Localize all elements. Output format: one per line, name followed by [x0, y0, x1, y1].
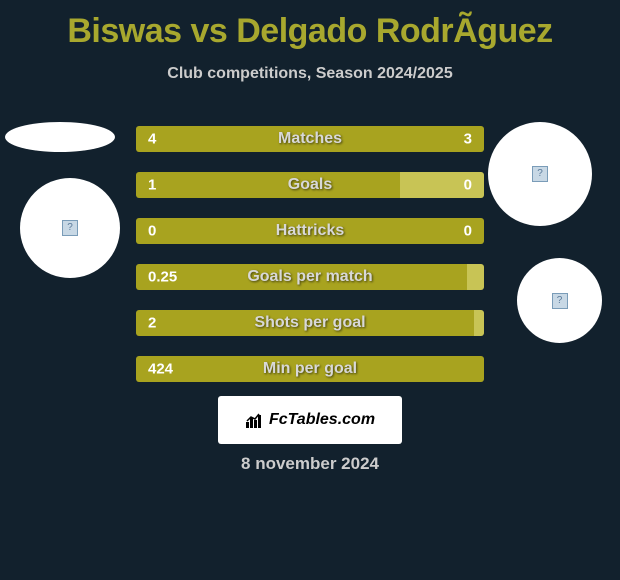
- stat-bar-left: [136, 172, 400, 198]
- placeholder-icon: ?: [552, 293, 568, 309]
- stat-bar-right: [467, 264, 484, 290]
- stat-row: 1 Goals 0: [136, 172, 484, 198]
- stat-bar-right: [474, 310, 484, 336]
- page-subtitle: Club competitions, Season 2024/2025: [0, 65, 620, 83]
- stat-value-left: 424: [148, 361, 173, 378]
- stat-value-left: 0.25: [148, 269, 177, 286]
- brand-text: FcTables.com: [269, 411, 375, 429]
- stat-value-left: 4: [148, 131, 156, 148]
- stat-label: Goals per match: [247, 268, 372, 286]
- stat-row: 0.25 Goals per match: [136, 264, 484, 290]
- stat-label: Min per goal: [263, 360, 357, 378]
- stat-label: Goals: [288, 176, 332, 194]
- stat-row: 4 Matches 3: [136, 126, 484, 152]
- avatar-circle: ?: [20, 178, 120, 278]
- stat-value-left: 1: [148, 177, 156, 194]
- brand-suffix: Tables.com: [288, 411, 375, 428]
- player-left-shadow: [5, 122, 115, 152]
- date-text: 8 november 2024: [241, 454, 379, 474]
- page-title: Biswas vs Delgado RodrÃ­guez: [0, 0, 620, 51]
- stat-value-right: 0: [464, 223, 472, 240]
- stat-label: Shots per goal: [254, 314, 365, 332]
- placeholder-icon: ?: [62, 220, 78, 236]
- stat-row: 2 Shots per goal: [136, 310, 484, 336]
- player-left-avatar: ?: [20, 178, 120, 278]
- stat-value-left: 0: [148, 223, 156, 240]
- brand-badge: FcTables.com: [218, 396, 402, 444]
- ellipse-shape: [5, 122, 115, 152]
- player-right-avatar-2: ?: [517, 258, 602, 343]
- stat-value-right: 0: [464, 177, 472, 194]
- player-right-avatar-1: ?: [488, 122, 592, 226]
- brand-prefix: Fc: [269, 411, 288, 428]
- avatar-circle: ?: [517, 258, 602, 343]
- chart-icon: [245, 412, 265, 428]
- placeholder-icon: ?: [532, 166, 548, 182]
- stat-bar-right: [334, 126, 484, 152]
- stat-row: 0 Hattricks 0: [136, 218, 484, 244]
- stat-value-left: 2: [148, 315, 156, 332]
- avatar-circle: ?: [488, 122, 592, 226]
- stat-label: Matches: [278, 130, 342, 148]
- stat-value-right: 3: [464, 131, 472, 148]
- stat-row: 424 Min per goal: [136, 356, 484, 382]
- stats-container: 4 Matches 3 1 Goals 0 0 Hattricks 0 0.25 Goals per…: [136, 126, 484, 402]
- stat-label: Hattricks: [276, 222, 344, 240]
